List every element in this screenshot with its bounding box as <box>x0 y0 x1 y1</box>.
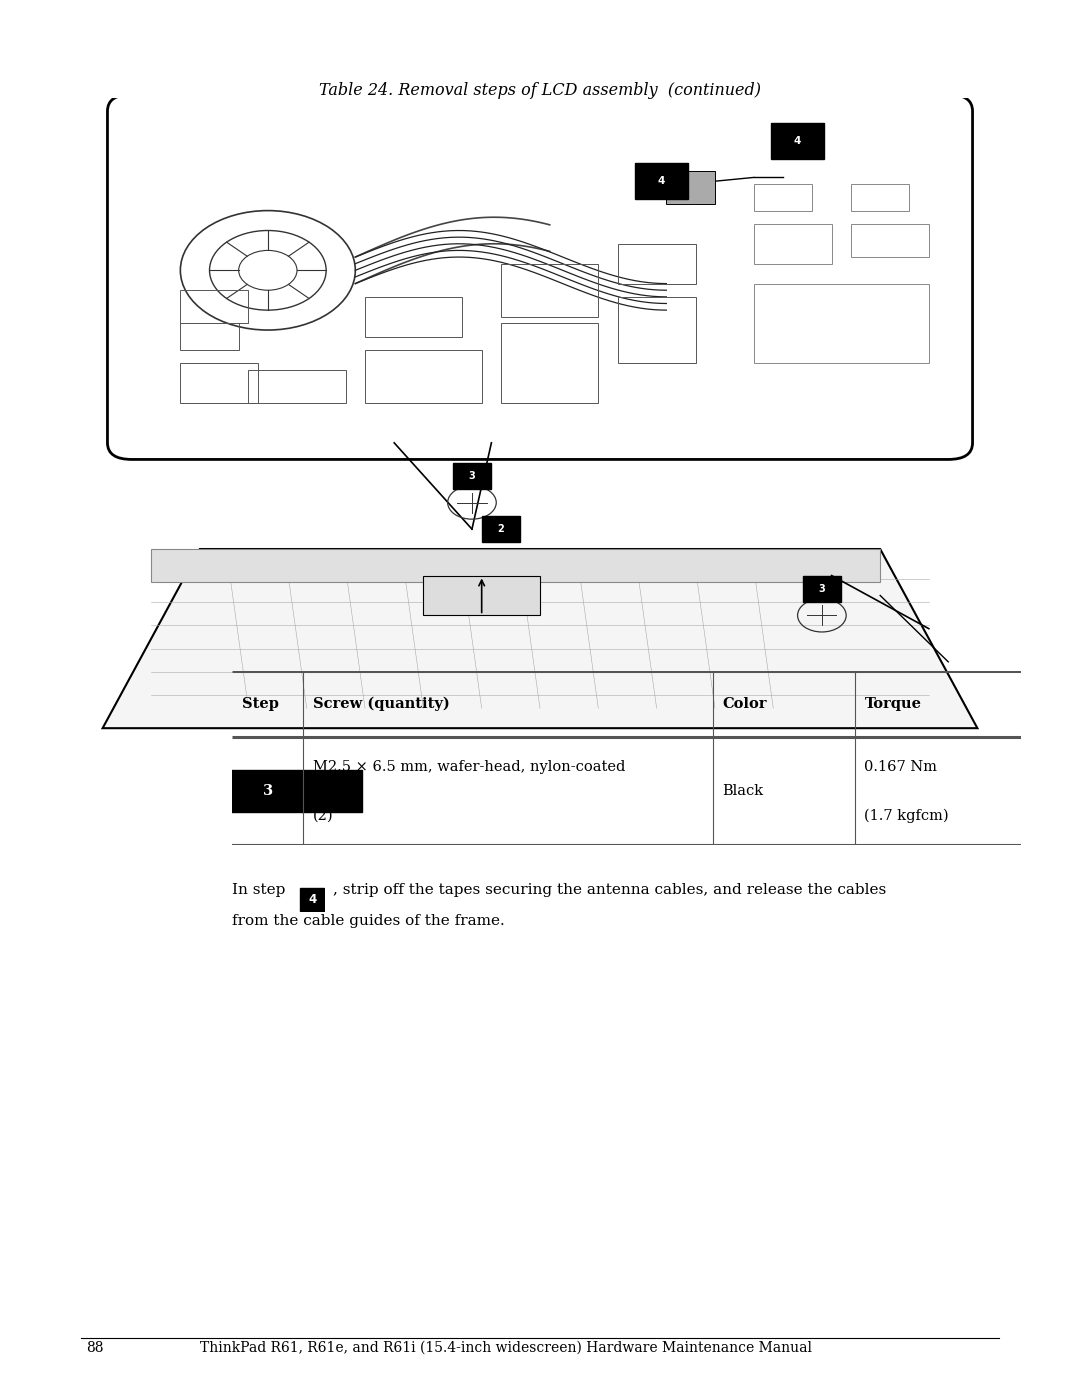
Text: ThinkPad R61, R61e, and R61i (15.4-inch widescreen) Hardware Maintenance Manual: ThinkPad R61, R61e, and R61i (15.4-inch … <box>200 1341 812 1355</box>
Text: 4: 4 <box>308 893 316 907</box>
Bar <box>248 370 346 404</box>
Polygon shape <box>103 549 977 728</box>
Text: Black: Black <box>723 784 764 798</box>
Bar <box>501 324 598 404</box>
FancyBboxPatch shape <box>771 123 824 159</box>
Bar <box>851 184 909 211</box>
Text: Torque: Torque <box>864 697 921 711</box>
Text: from the cable guides of the frame.: from the cable guides of the frame. <box>232 914 505 928</box>
Text: Screw (quantity): Screw (quantity) <box>312 697 449 711</box>
FancyBboxPatch shape <box>173 770 362 812</box>
Bar <box>151 549 880 583</box>
Text: (2): (2) <box>312 809 334 823</box>
Text: 3: 3 <box>819 584 825 594</box>
Bar <box>754 224 832 264</box>
FancyBboxPatch shape <box>300 888 324 911</box>
Bar <box>365 351 482 404</box>
Bar <box>365 298 462 337</box>
Text: , strip off the tapes securing the antenna cables, and release the cables: , strip off the tapes securing the anten… <box>333 883 886 897</box>
FancyBboxPatch shape <box>635 163 688 198</box>
Bar <box>423 576 540 615</box>
Text: Table 24. Removal steps of LCD assembly  (continued): Table 24. Removal steps of LCD assembly … <box>319 82 761 99</box>
Text: 4: 4 <box>658 176 665 186</box>
Text: 3: 3 <box>469 471 475 481</box>
Bar <box>754 284 929 363</box>
Text: (1.7 kgfcm): (1.7 kgfcm) <box>864 809 949 823</box>
Text: 88: 88 <box>86 1341 104 1355</box>
FancyBboxPatch shape <box>482 515 521 542</box>
Bar <box>180 363 258 404</box>
Text: 4: 4 <box>794 136 801 145</box>
Text: Color: Color <box>723 697 767 711</box>
Text: 2: 2 <box>498 524 504 534</box>
FancyBboxPatch shape <box>108 95 973 460</box>
Bar <box>180 324 239 351</box>
Text: In step: In step <box>232 883 291 897</box>
Bar <box>618 298 696 363</box>
Bar <box>666 170 715 204</box>
Text: 0.167 Nm: 0.167 Nm <box>864 760 937 774</box>
Text: M2.5 × 6.5 mm, wafer-head, nylon-coated: M2.5 × 6.5 mm, wafer-head, nylon-coated <box>312 760 625 774</box>
Bar <box>180 291 248 324</box>
Text: 3: 3 <box>262 784 273 798</box>
FancyBboxPatch shape <box>453 462 491 489</box>
Bar <box>501 264 598 317</box>
FancyBboxPatch shape <box>802 576 841 602</box>
Text: Step: Step <box>242 697 279 711</box>
Bar <box>618 244 696 284</box>
Bar <box>851 224 929 257</box>
Bar <box>754 184 812 211</box>
